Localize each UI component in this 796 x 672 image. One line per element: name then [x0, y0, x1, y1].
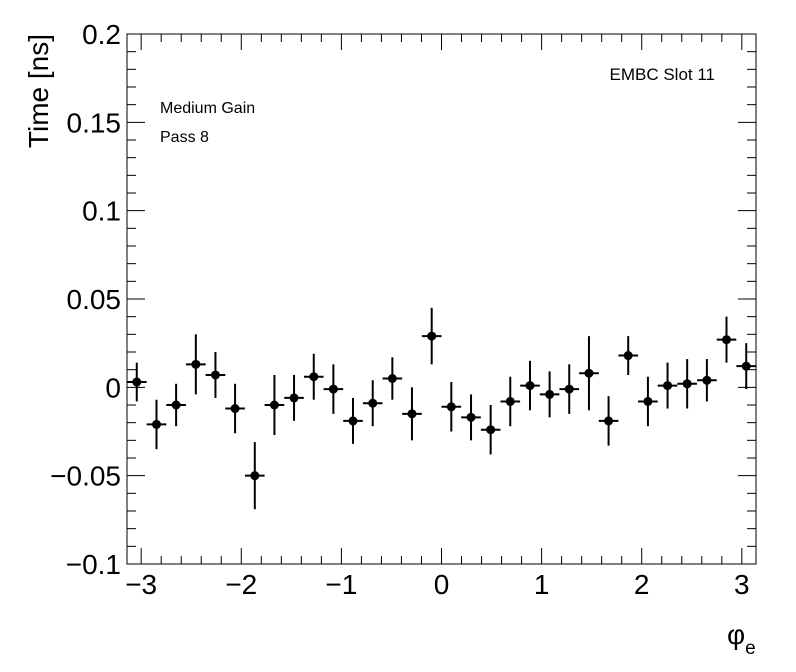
data-point — [303, 353, 324, 400]
point-marker — [387, 374, 397, 383]
x-tick-label: 1 — [534, 569, 550, 600]
point-marker — [269, 400, 279, 410]
point-marker — [604, 416, 614, 426]
data-point — [362, 380, 383, 427]
data-point — [441, 382, 462, 432]
data-point — [657, 362, 678, 409]
data-point — [166, 383, 186, 427]
point-marker — [564, 384, 574, 394]
y-tick-label: 0.1 — [82, 196, 121, 227]
data-point — [244, 442, 265, 510]
y-tick-label: 0.15 — [67, 107, 122, 138]
x-tick-label: 2 — [634, 569, 650, 600]
x-axis-label-subscript: e — [745, 638, 756, 659]
point-marker — [328, 384, 338, 394]
annotation-slot: EMBC Slot 11 — [609, 65, 715, 84]
x-axis-label-main: φ — [727, 619, 745, 650]
data-point — [500, 376, 521, 427]
y-tick-label: −0.1 — [66, 549, 121, 580]
data-point — [225, 383, 245, 434]
data-point — [539, 371, 560, 418]
point-marker — [505, 396, 515, 406]
point-marker — [250, 471, 260, 481]
y-tick-label: −0.05 — [50, 461, 121, 492]
point-marker — [682, 379, 692, 389]
data-point — [598, 396, 619, 446]
point-marker — [191, 359, 201, 369]
data-point — [520, 360, 540, 411]
data-point — [579, 336, 599, 411]
point-marker — [722, 335, 732, 345]
data-point — [638, 376, 658, 427]
x-tick-label: 3 — [734, 569, 750, 600]
point-marker — [348, 416, 358, 426]
x-axis-label: φe — [727, 619, 756, 659]
data-point — [323, 364, 344, 414]
point-marker — [584, 368, 594, 378]
point-marker — [446, 402, 456, 412]
x-tick-label: −1 — [325, 569, 357, 600]
point-marker — [171, 400, 181, 410]
point-marker — [210, 370, 220, 380]
point-marker — [643, 396, 653, 406]
y-axis-label: Time [ns] — [23, 34, 54, 148]
data-point — [559, 364, 580, 414]
point-marker — [623, 351, 633, 361]
point-marker — [407, 409, 417, 419]
point-marker — [702, 375, 712, 385]
y-tick-label: 0.05 — [67, 284, 122, 315]
data-point — [677, 359, 697, 409]
point-marker — [466, 412, 476, 422]
axis-ticks — [127, 33, 756, 565]
point-marker — [368, 398, 378, 408]
point-marker — [151, 419, 161, 429]
data-point — [382, 357, 403, 400]
data-point — [146, 399, 167, 450]
point-marker — [309, 372, 319, 382]
data-point — [343, 397, 363, 444]
x-tick-label: −3 — [125, 569, 157, 600]
point-marker — [230, 404, 240, 414]
data-point — [697, 359, 717, 402]
x-tick-label: 0 — [434, 569, 450, 600]
data-point — [480, 405, 501, 455]
data-point — [126, 362, 147, 402]
y-tick-label: 0 — [105, 372, 121, 403]
data-point — [716, 316, 737, 363]
annotation-pass: Pass 8 — [160, 129, 209, 146]
point-marker — [741, 361, 751, 371]
data-point — [421, 307, 442, 365]
data-point — [264, 374, 285, 436]
data-point — [402, 387, 422, 441]
y-tick-label: 0.2 — [82, 19, 121, 50]
point-marker — [545, 389, 555, 399]
point-marker — [427, 331, 437, 341]
point-marker — [132, 377, 142, 387]
point-marker — [663, 381, 673, 391]
x-tick-label: −2 — [225, 569, 257, 600]
tick-labels: −3 −2 −1 0 1 2 3 −0.1 −0.05 0 0.05 0.1 0.15 0.2 — [50, 19, 749, 600]
data-point — [461, 394, 481, 441]
data-point — [205, 352, 226, 398]
point-marker — [486, 425, 496, 435]
data-point — [284, 374, 304, 421]
point-marker — [289, 393, 299, 403]
point-marker — [525, 381, 535, 391]
annotation-gain: Medium Gain — [160, 100, 255, 117]
data-point — [736, 343, 757, 390]
data-point — [186, 334, 206, 395]
data-point — [618, 336, 639, 375]
data-points — [126, 307, 757, 510]
